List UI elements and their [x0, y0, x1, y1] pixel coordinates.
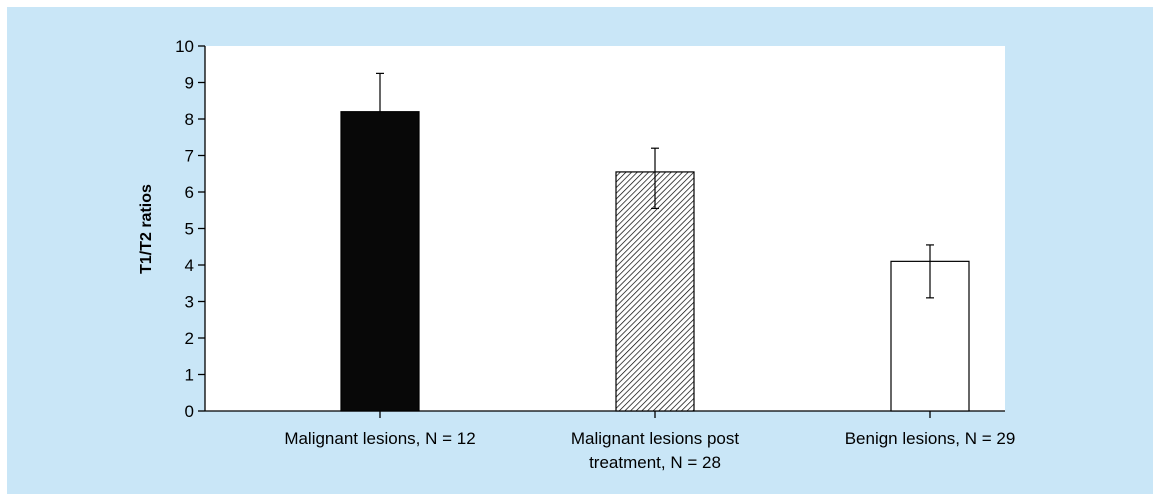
- y-tick-label-7: 7: [185, 147, 194, 166]
- y-tick-label-0: 0: [185, 402, 194, 421]
- category-label-2-line-2: treatment, N = 28: [589, 453, 721, 472]
- category-label-2-line-1: Malignant lesions post: [571, 429, 739, 448]
- y-tick-label-8: 8: [185, 110, 194, 129]
- category-label-3-line-1: Benign lesions, N = 29: [845, 429, 1016, 448]
- y-tick-label-2: 2: [185, 329, 194, 348]
- bar-1: [340, 111, 420, 412]
- y-tick-label-9: 9: [185, 74, 194, 93]
- y-tick-label-6: 6: [185, 183, 194, 202]
- category-label-1-line-1: Malignant lesions, N = 12: [284, 429, 475, 448]
- y-axis-label: T1/T2 ratios: [138, 184, 155, 274]
- plot-area: [205, 46, 1005, 411]
- y-tick-label-5: 5: [185, 220, 194, 239]
- y-tick-label-4: 4: [185, 256, 194, 275]
- y-tick-label-3: 3: [185, 293, 194, 312]
- bar-2: [615, 171, 695, 412]
- y-tick-label-10: 10: [175, 37, 194, 56]
- y-tick-label-1: 1: [185, 366, 194, 385]
